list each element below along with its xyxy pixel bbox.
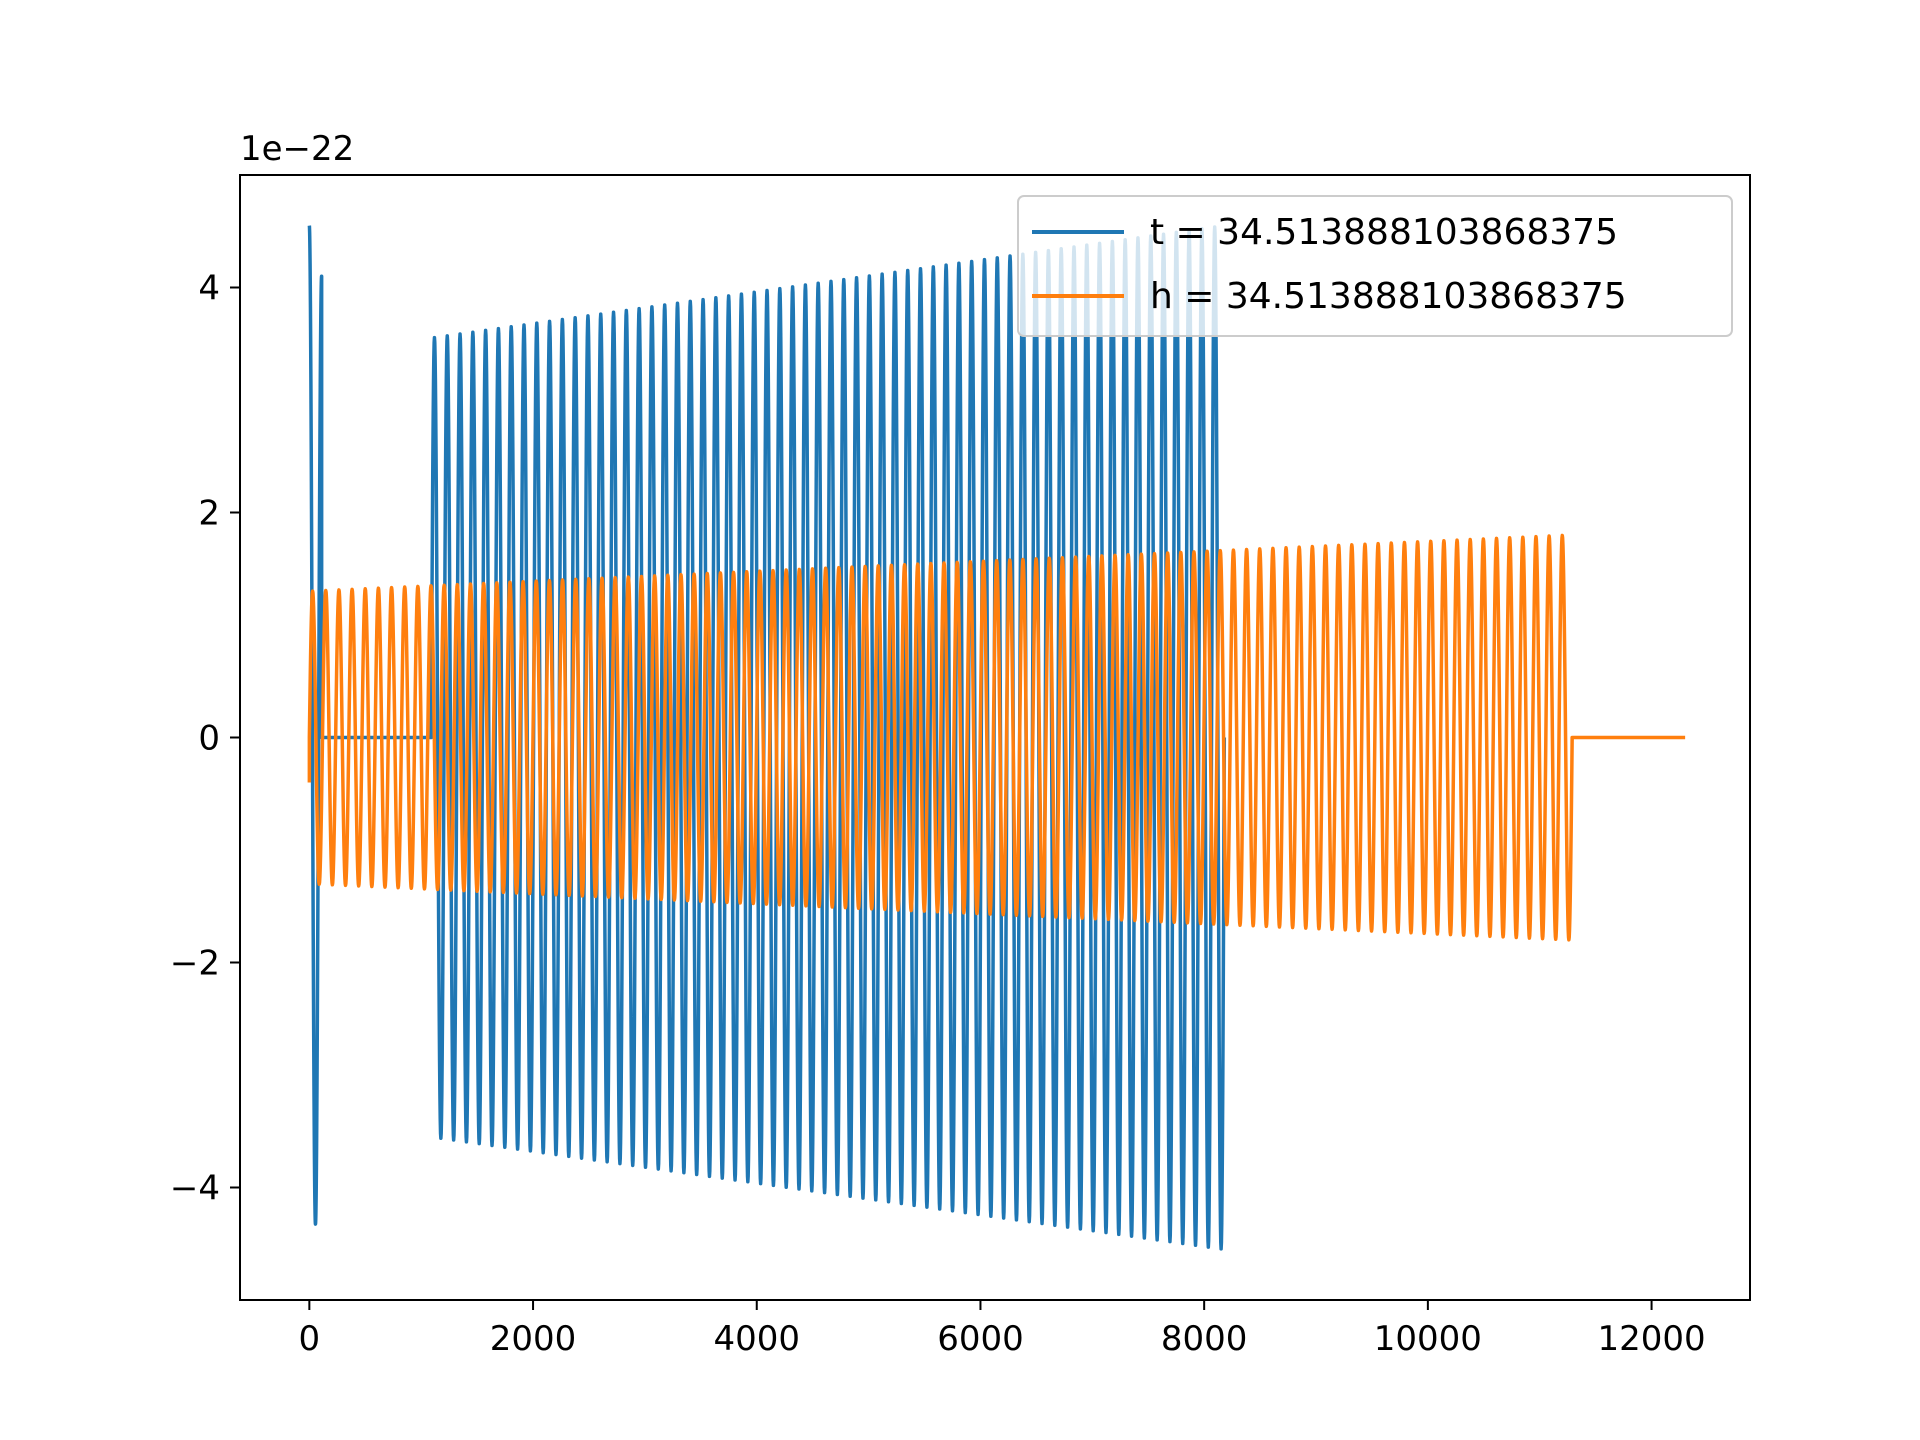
y-axis: −4 −2 0 2 4 bbox=[170, 269, 240, 1209]
y-tick-label: −2 bbox=[170, 944, 220, 984]
y-tick-label: 4 bbox=[198, 269, 220, 309]
x-tick-label: 4000 bbox=[713, 1319, 800, 1359]
x-tick-label: 8000 bbox=[1161, 1319, 1248, 1359]
x-tick-label: 2000 bbox=[490, 1319, 577, 1359]
y-tick-label: 0 bbox=[198, 719, 220, 759]
x-tick-label: 10000 bbox=[1374, 1319, 1482, 1359]
y-offset-label: 1e−22 bbox=[240, 129, 354, 169]
series-line-h bbox=[307, 533, 1686, 942]
x-axis: 0 2000 4000 6000 8000 10000 12000 bbox=[299, 1300, 1706, 1359]
legend-label: h = 34.513888103868375 bbox=[1150, 276, 1627, 317]
x-tick-label: 12000 bbox=[1597, 1319, 1705, 1359]
y-tick-label: 2 bbox=[198, 494, 220, 534]
x-tick-label: 6000 bbox=[937, 1319, 1024, 1359]
legend-label: t = 34.513888103868375 bbox=[1150, 212, 1618, 253]
series-layer bbox=[307, 224, 1686, 1251]
y-tick-label: −4 bbox=[170, 1169, 220, 1209]
x-tick-label: 0 bbox=[299, 1319, 321, 1359]
legend-box bbox=[1017, 195, 1733, 337]
legend: t = 34.513888103868375 h = 34.51388810386… bbox=[1017, 195, 1733, 337]
